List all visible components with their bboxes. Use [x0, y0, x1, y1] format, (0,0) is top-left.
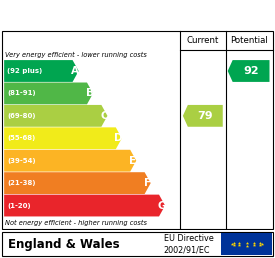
Text: Current: Current [187, 36, 219, 45]
Text: Not energy efficient - higher running costs: Not energy efficient - higher running co… [5, 220, 147, 225]
Text: A: A [71, 66, 79, 76]
Text: (81-91): (81-91) [7, 90, 36, 96]
Text: Energy Efficiency Rating: Energy Efficiency Rating [8, 8, 192, 21]
Text: (39-54): (39-54) [7, 158, 36, 164]
Text: (1-20): (1-20) [7, 203, 31, 208]
Text: 79: 79 [197, 111, 213, 121]
Text: C: C [100, 111, 108, 121]
Text: (21-38): (21-38) [7, 180, 36, 186]
Text: (92 plus): (92 plus) [7, 68, 43, 74]
Text: F: F [144, 178, 151, 188]
Polygon shape [4, 105, 108, 127]
Polygon shape [4, 83, 93, 104]
Polygon shape [4, 60, 79, 82]
Text: B: B [86, 88, 94, 98]
Text: England & Wales: England & Wales [8, 238, 120, 251]
Bar [2, 232, 273, 256]
Text: Potential: Potential [230, 36, 268, 45]
Polygon shape [4, 195, 165, 216]
Polygon shape [4, 150, 136, 172]
Text: (55-68): (55-68) [7, 135, 36, 141]
Text: Very energy efficient - lower running costs: Very energy efficient - lower running co… [5, 52, 147, 58]
Text: 92: 92 [243, 66, 259, 76]
Polygon shape [183, 105, 223, 127]
Polygon shape [4, 172, 151, 194]
Polygon shape [4, 127, 122, 149]
Text: EU Directive
2002/91/EC: EU Directive 2002/91/EC [164, 234, 213, 254]
Text: D: D [114, 133, 123, 143]
Bar [221, 233, 272, 255]
Polygon shape [228, 60, 270, 82]
Text: G: G [158, 200, 166, 211]
Text: (69-80): (69-80) [7, 113, 36, 119]
Text: E: E [130, 156, 136, 166]
